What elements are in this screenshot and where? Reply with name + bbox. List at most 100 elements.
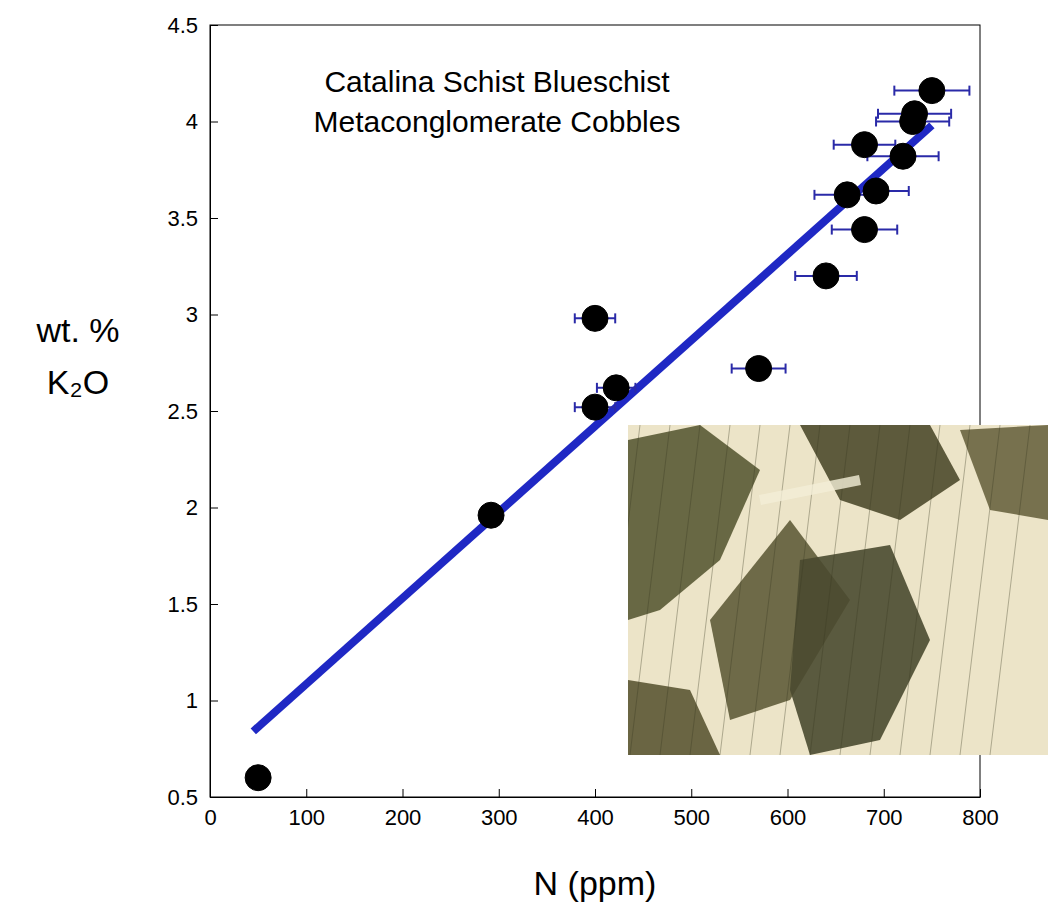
error-bar-cap — [856, 271, 858, 281]
x-tick-mark — [691, 789, 692, 797]
error-bar-cap — [785, 364, 787, 374]
error-bar-cap — [908, 186, 910, 196]
x-tick-label: 500 — [673, 805, 710, 830]
x-tick-label: 200 — [385, 805, 422, 830]
error-bar-cap — [893, 86, 895, 96]
error-bar-cap — [875, 117, 877, 127]
y-tick-mark — [210, 25, 218, 26]
y-axis-title: wt. %K₂O — [35, 311, 119, 401]
x-tick-label: 0 — [204, 805, 216, 830]
x-tick-label: 400 — [577, 805, 614, 830]
title: Catalina Schist BlueschistMetaconglomera… — [314, 65, 681, 138]
x-tick: 800 — [962, 789, 999, 830]
error-bar-cap — [938, 151, 940, 161]
inset-cleavage — [720, 425, 760, 755]
x-axis-title: N (ppm) — [534, 864, 657, 902]
y-tick: 1.5 — [167, 592, 218, 617]
y-axis-title-line: wt. % — [35, 311, 119, 349]
x-axis: 0 100 200 300 400 500 600 700 800 — [204, 789, 998, 830]
y-tick-label: 4 — [186, 109, 198, 134]
error-bar-cap — [833, 140, 835, 150]
data-point — [852, 132, 878, 158]
x-tick-label: 300 — [481, 805, 518, 830]
x-tick: 600 — [770, 789, 807, 830]
inset-cleavage — [810, 425, 850, 755]
error-bar-cap — [896, 225, 898, 235]
inset-cleavage — [630, 425, 670, 755]
inset-cleavage — [750, 425, 790, 755]
y-tick-label: 1 — [186, 688, 198, 713]
x-tick-mark — [306, 789, 307, 797]
error-bar-cap — [950, 109, 952, 119]
plot-frame — [210, 25, 980, 797]
y-tick-mark — [210, 122, 218, 123]
error-bar-cap — [574, 402, 576, 412]
inset-cleavage — [690, 425, 730, 755]
inset-cleavage — [900, 425, 940, 755]
y-tick-label: 1.5 — [167, 592, 198, 617]
x-tick: 400 — [577, 789, 614, 830]
marks — [245, 78, 969, 791]
data-point — [603, 375, 629, 401]
y-tick-label: 2.5 — [167, 399, 198, 424]
x-tick: 100 — [288, 789, 325, 830]
error-bar-cap — [877, 109, 879, 119]
error-bar-cap — [948, 117, 950, 127]
data-point — [890, 143, 916, 169]
x-tick-label: 100 — [288, 805, 325, 830]
x-tick-label: 800 — [962, 805, 999, 830]
error-bar-cap — [968, 86, 970, 96]
inset-cleavage — [660, 425, 700, 755]
y-tick: 4 — [186, 109, 218, 134]
data-point — [746, 356, 772, 382]
error-bar-cap — [634, 383, 636, 393]
data-point — [582, 394, 608, 420]
y-tick-mark — [210, 701, 218, 702]
x-tick-mark — [884, 789, 885, 797]
inset-crystal — [628, 680, 720, 755]
y-tick-mark — [210, 218, 218, 219]
title-line: Catalina Schist Blueschist — [324, 65, 670, 98]
inset-cleavage — [870, 425, 910, 755]
error-bar-cap — [813, 190, 815, 200]
inset-photo — [600, 425, 1048, 755]
error-bar-cap — [614, 313, 616, 323]
y-tick-label: 2 — [186, 495, 198, 520]
data-point — [245, 765, 271, 791]
data-point — [902, 101, 928, 127]
error-bar-cap — [794, 271, 796, 281]
data-point — [852, 217, 878, 243]
inset-cleavage — [930, 425, 970, 755]
inset-cleavage — [960, 425, 1000, 755]
x-tick: 500 — [673, 789, 710, 830]
data-point — [919, 78, 945, 104]
error-bar-cap — [731, 364, 733, 374]
y-tick-label: 3 — [186, 302, 198, 327]
y-tick-mark — [210, 508, 218, 509]
y-tick: 3.5 — [167, 206, 218, 231]
y-tick: 2 — [186, 495, 218, 520]
error-bar-cap — [614, 402, 616, 412]
x-axis-line — [211, 797, 981, 798]
x-tick-mark — [403, 789, 404, 797]
y-tick-mark — [210, 315, 218, 316]
inset-ground — [628, 425, 1048, 755]
x-tick-label: 700 — [866, 805, 903, 830]
data-point — [478, 502, 504, 528]
y-tick: 0.5 — [167, 785, 218, 810]
y-tick-label: 4.5 — [167, 13, 198, 38]
x-tick: 300 — [481, 789, 518, 830]
x-tick-mark — [788, 789, 789, 797]
y-tick: 3 — [186, 302, 218, 327]
x-tick-mark — [499, 789, 500, 797]
error-bar-cap — [831, 225, 833, 235]
y-tick: 1 — [186, 688, 218, 713]
x-tick-mark — [980, 789, 981, 797]
error-bar-cap — [574, 313, 576, 323]
y-tick-mark — [210, 797, 218, 798]
y-tick-label: 0.5 — [167, 785, 198, 810]
inset-cleavage — [628, 425, 640, 755]
inset-crystal — [800, 425, 960, 520]
inset-cleavage — [780, 425, 820, 755]
data-point — [582, 305, 608, 331]
